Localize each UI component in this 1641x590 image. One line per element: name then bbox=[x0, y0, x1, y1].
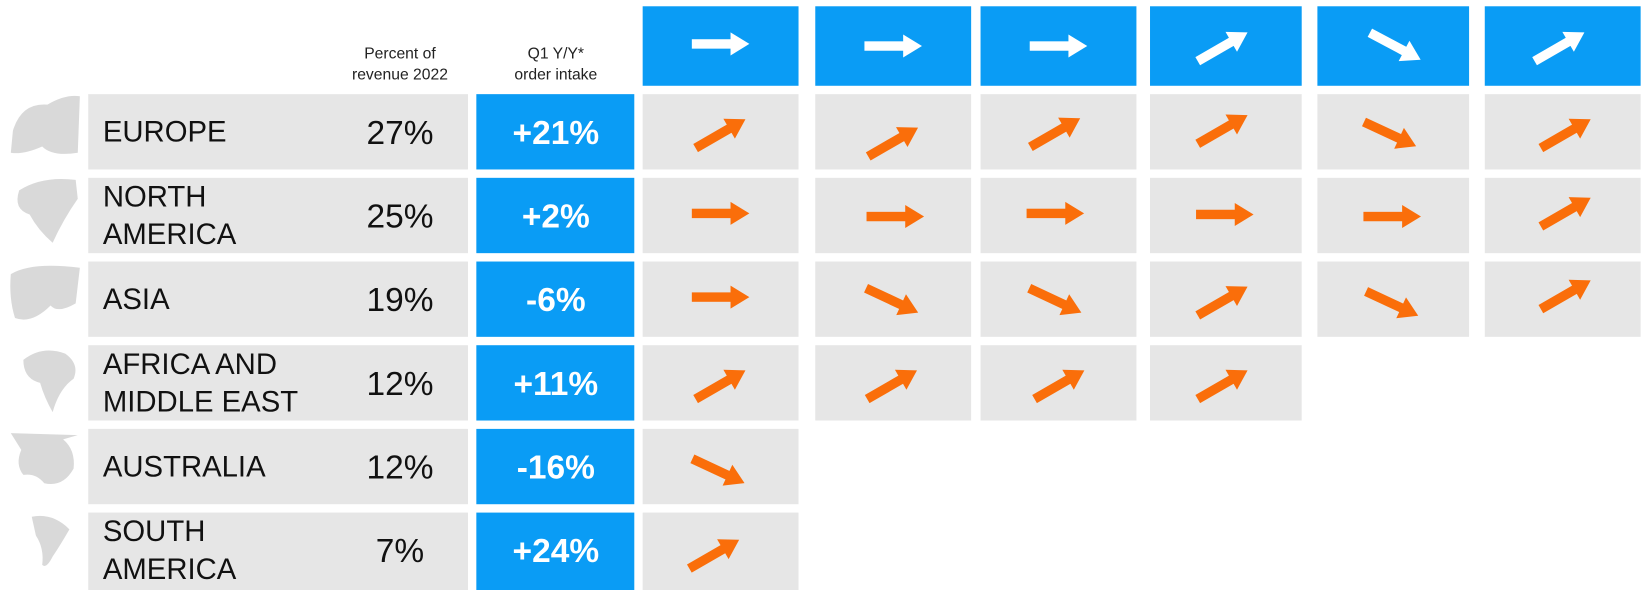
map-icon bbox=[10, 433, 78, 485]
cell bbox=[815, 94, 972, 170]
label: AMERICA bbox=[103, 218, 237, 251]
map-icon bbox=[23, 350, 76, 413]
arrow-cells bbox=[642, 94, 1641, 590]
change-cell bbox=[476, 261, 635, 337]
label: NORTH bbox=[103, 180, 207, 213]
change-cell bbox=[476, 94, 635, 170]
header-cells bbox=[642, 6, 1641, 86]
percent: 19% bbox=[366, 282, 433, 319]
percent: 25% bbox=[366, 198, 433, 235]
rows: Percent of revenue 2022 Q1 Y/Y* order intak… bbox=[88, 46, 635, 590]
map-icon bbox=[10, 265, 80, 320]
label: order intake bbox=[514, 66, 597, 83]
label: ASIA bbox=[103, 283, 170, 316]
label: AUSTRALIA bbox=[103, 450, 266, 483]
label: EUROPE bbox=[103, 116, 227, 149]
change: +2% bbox=[522, 198, 590, 235]
change: +11% bbox=[513, 366, 598, 403]
change-cell bbox=[476, 177, 635, 254]
change-cell bbox=[476, 345, 635, 421]
trend-arrows bbox=[683, 105, 1597, 579]
cell bbox=[642, 428, 799, 505]
region-cell bbox=[88, 94, 468, 170]
label: Percent of bbox=[364, 46, 436, 63]
label: Q1 Y/Y* bbox=[528, 46, 584, 63]
change: -16% bbox=[517, 450, 595, 487]
label: MIDDLE EAST bbox=[103, 386, 298, 419]
region-cell bbox=[88, 428, 468, 505]
map-icons bbox=[10, 95, 80, 566]
percent: 7% bbox=[376, 533, 424, 570]
map-icon bbox=[17, 178, 78, 243]
region-cell bbox=[88, 261, 468, 337]
map-icon bbox=[10, 95, 80, 154]
label: AFRICA AND bbox=[103, 348, 277, 381]
change: +24% bbox=[513, 533, 600, 570]
change-cell bbox=[476, 512, 635, 590]
label: revenue 2022 bbox=[352, 66, 448, 83]
label: SOUTH bbox=[103, 515, 205, 548]
change: -6% bbox=[526, 282, 586, 319]
percent: 12% bbox=[366, 366, 433, 403]
region-cell bbox=[88, 345, 468, 421]
change: +21% bbox=[513, 115, 600, 152]
region-cell bbox=[88, 512, 468, 590]
percent: 12% bbox=[366, 450, 433, 487]
label: AMERICA bbox=[103, 553, 237, 586]
region-cell bbox=[88, 177, 468, 254]
map-icon bbox=[31, 515, 70, 566]
percent: 27% bbox=[366, 115, 433, 152]
change-cell bbox=[476, 428, 635, 505]
